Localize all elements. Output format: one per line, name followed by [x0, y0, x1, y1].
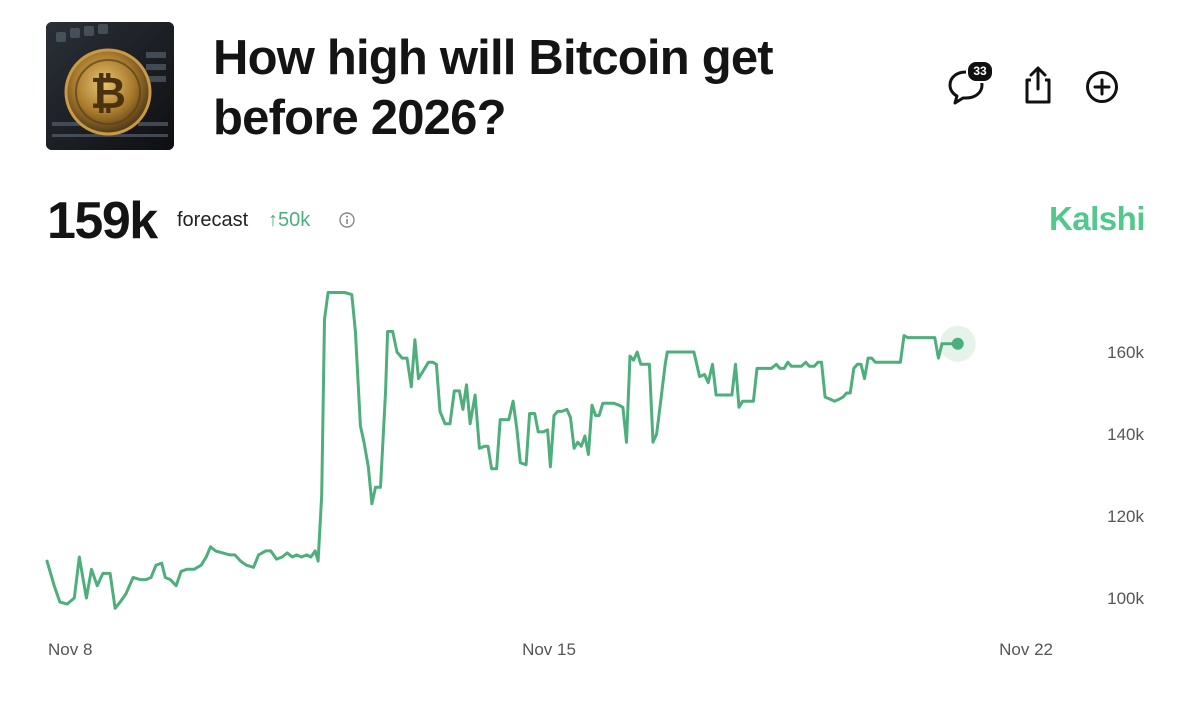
forecast-line-chart: 100k 120k 140k 160k Nov 8 Nov 15 Nov 22: [45, 291, 1144, 659]
svg-text:₿: ₿: [90, 68, 126, 119]
market-thumbnail: ₿: [46, 22, 174, 150]
forecast-value: 159k: [47, 192, 158, 250]
share-icon: [1025, 66, 1051, 104]
comments-button[interactable]: 33: [944, 60, 994, 110]
share-button[interactable]: [1016, 62, 1060, 110]
x-axis-tick-label: Nov 22: [999, 640, 1053, 659]
comment-icon: [948, 70, 984, 105]
y-axis-tick-label: 160k: [1107, 343, 1144, 362]
add-button[interactable]: [1080, 62, 1124, 110]
y-axis-tick-label: 120k: [1107, 507, 1144, 526]
add-icon: [1086, 71, 1118, 103]
x-axis-tick-label: Nov 8: [48, 640, 92, 659]
comments-count-badge: 33: [966, 60, 994, 83]
forecast-series-line: [45, 291, 960, 610]
market-title: How high will Bitcoin get before 2026?: [213, 31, 774, 145]
y-axis-tick-label: 100k: [1107, 589, 1144, 608]
y-axis-tick-label: 140k: [1107, 425, 1144, 444]
bitcoin-coin-image: ₿: [46, 22, 174, 150]
forecast-label: forecast: [177, 209, 249, 231]
header-actions: 33: [944, 60, 1124, 114]
current-point-marker: [951, 337, 964, 350]
info-icon[interactable]: [338, 211, 356, 229]
brand-logo: Kalshi: [1048, 200, 1146, 237]
x-axis-tick-label: Nov 15: [522, 640, 576, 659]
forecast-change: ↑50k: [268, 209, 311, 231]
